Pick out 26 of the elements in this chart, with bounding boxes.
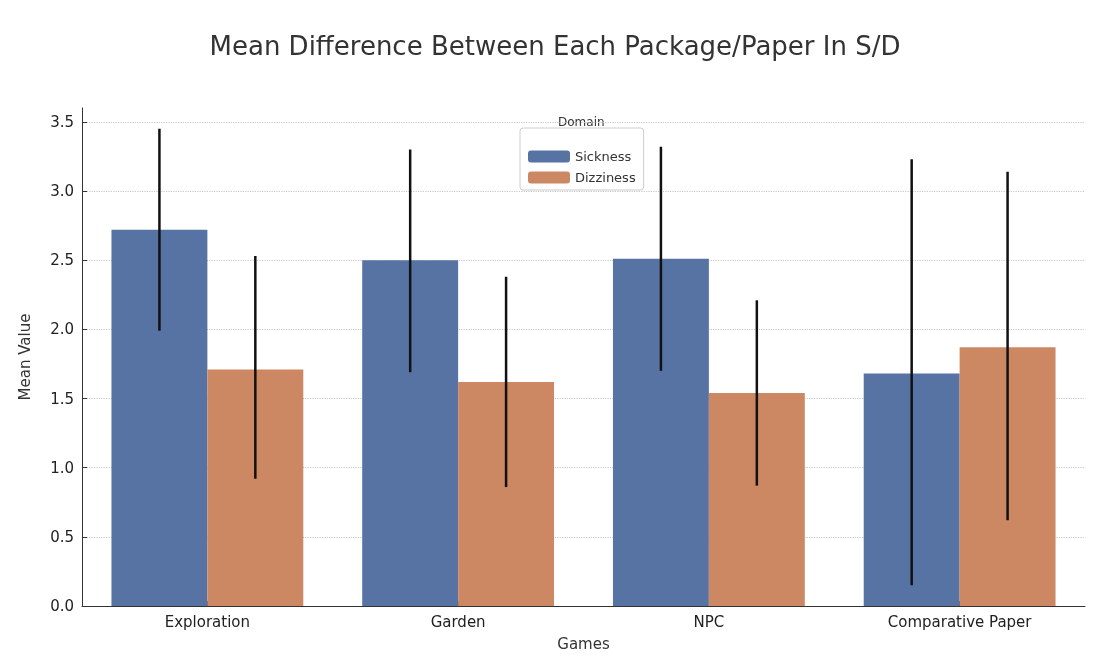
x-tick-label: Garden: [430, 612, 486, 631]
x-axis-title: Games: [557, 634, 610, 653]
y-tick-label: 2.5: [50, 251, 74, 270]
y-tick-label: 0.0: [50, 597, 74, 615]
legend-label: Dizziness: [575, 170, 636, 185]
chart-title: Mean Difference Between Each Package/Paper In S/D: [209, 31, 901, 61]
bar: [111, 229, 208, 606]
bar: [362, 260, 459, 606]
y-axis-title: Mean Value: [15, 313, 34, 401]
x-tick-label: NPC: [693, 612, 725, 631]
x-tick-label: Comparative Paper: [887, 612, 1033, 631]
legend-title: Domain: [558, 115, 605, 129]
y-tick-label: 3.5: [50, 112, 74, 131]
y-tick-label: 0.5: [50, 527, 74, 546]
bar: [458, 381, 555, 606]
bar: [959, 347, 1056, 606]
y-tick-label: 1.5: [50, 389, 74, 408]
bar: [612, 258, 709, 606]
bar: [207, 369, 304, 606]
y-tick-label: 3.0: [50, 182, 74, 200]
legend-label: Sickness: [575, 149, 632, 164]
x-tick-label: Exploration: [164, 612, 251, 631]
bar: [708, 392, 805, 606]
y-tick-label: 1.0: [50, 458, 74, 477]
y-tick-label: 2.0: [50, 320, 74, 339]
bar: [863, 373, 960, 606]
